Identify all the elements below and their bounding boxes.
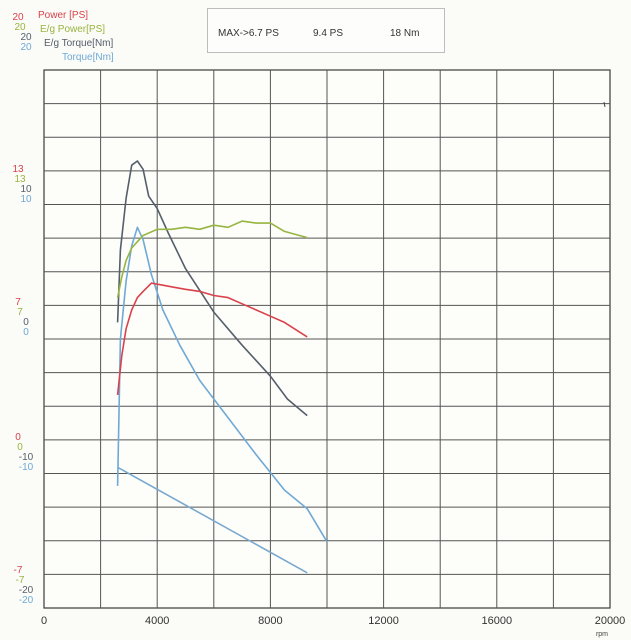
series-line-1 [116, 226, 328, 543]
y-axis-label: 13 [14, 174, 26, 185]
y-axis-label: -10 [19, 462, 34, 473]
y-axis-label: -10 [19, 452, 34, 463]
x-tick-label: 16000 [482, 615, 513, 627]
x-tick-label: 12000 [368, 615, 399, 627]
eg-power-text: 9.4 PS [313, 28, 344, 39]
series-line-0 [116, 160, 308, 417]
x-tick-label: 4000 [145, 615, 169, 627]
y-axis-label: 7 [15, 297, 21, 308]
y-axis-label: 0 [15, 432, 21, 443]
series-line-2 [116, 220, 308, 298]
legend-eg-torque: E/g Torque[Nm] [44, 38, 114, 49]
x-tick-label: 0 [41, 615, 47, 627]
x-tick-label: 20000 [595, 615, 626, 627]
y-axis-label: 0 [23, 327, 29, 338]
header-box: MAX->6.7 PS 9.4 PS 18 Nm [207, 8, 445, 53]
y-axis-label: -7 [14, 565, 23, 576]
max-power-text: MAX->6.7 PS [218, 28, 279, 39]
y-axis-label: -20 [19, 595, 34, 606]
y-axis-label: 0 [23, 317, 29, 328]
y-axis-label: -7 [16, 575, 25, 586]
legend-eg-power: E/g Power[PS] [40, 24, 106, 35]
y-axis-label: 7 [17, 307, 23, 318]
legend-torque: Torque[Nm] [62, 52, 114, 63]
x-tick-label: 8000 [258, 615, 282, 627]
series-line-4 [117, 466, 308, 574]
y-axis-label: 10 [20, 194, 32, 205]
y-axis-label: 0 [17, 442, 23, 453]
corner-mark [603, 101, 606, 108]
y-axis-label: 20 [14, 22, 26, 33]
y-axis-label: 13 [12, 164, 24, 175]
y-axis-label: -20 [19, 585, 34, 596]
y-axis-label: 20 [20, 32, 32, 43]
series-line-3 [116, 282, 308, 395]
y-axis-label: 10 [20, 184, 32, 195]
x-axis-unit: rpm [596, 631, 608, 638]
y-axis-label: 20 [12, 12, 24, 23]
legend-power: Power [PS] [38, 10, 89, 21]
y-axis-label: 20 [20, 42, 32, 53]
torque-text: 18 Nm [390, 28, 420, 39]
